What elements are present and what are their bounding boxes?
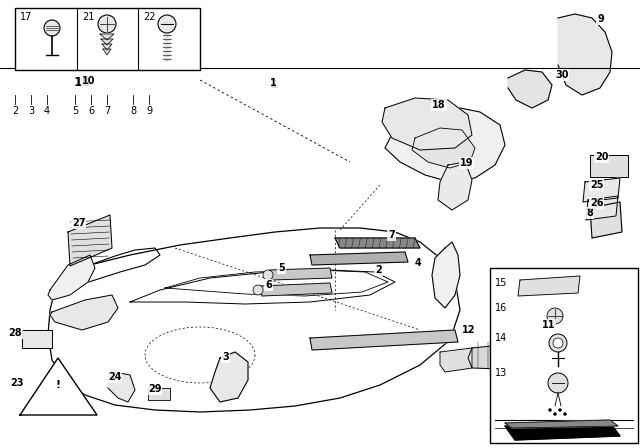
Text: 1: 1 [270,78,276,88]
Text: 25: 25 [590,180,604,190]
Polygon shape [103,49,111,55]
Text: 1: 1 [270,78,279,91]
Polygon shape [108,372,135,402]
Polygon shape [508,70,552,108]
Polygon shape [163,59,171,61]
Bar [22,330,52,348]
Circle shape [158,15,176,33]
Polygon shape [68,215,112,266]
Polygon shape [310,330,458,350]
Polygon shape [20,358,97,415]
Polygon shape [583,178,620,202]
Text: 18: 18 [432,100,445,110]
Circle shape [553,338,563,348]
Polygon shape [558,14,612,95]
Text: 30: 30 [555,70,568,80]
Text: 24: 24 [108,372,122,382]
Polygon shape [310,252,408,265]
Text: 13: 13 [495,368,508,378]
Polygon shape [505,420,618,428]
Circle shape [559,409,561,412]
Text: 15: 15 [495,278,508,288]
Circle shape [548,409,552,412]
Text: 2: 2 [375,265,381,275]
Text: 23: 23 [10,378,24,388]
Text: 21: 21 [82,12,94,22]
Text: 00185913: 00185913 [543,428,585,437]
Polygon shape [102,44,112,50]
Polygon shape [590,202,622,238]
Circle shape [549,334,567,352]
Circle shape [98,15,116,33]
Polygon shape [438,162,472,210]
Circle shape [563,413,566,415]
Bar [590,155,628,177]
Text: 2: 2 [12,106,19,116]
Text: 6: 6 [88,106,94,116]
Polygon shape [505,423,620,440]
Text: 3: 3 [28,106,34,116]
Polygon shape [260,283,332,296]
Text: 27: 27 [72,218,86,228]
Polygon shape [48,255,95,300]
Polygon shape [560,342,582,368]
Polygon shape [163,55,171,57]
Circle shape [554,413,557,415]
Polygon shape [163,51,171,53]
Text: 7: 7 [104,106,110,116]
Bar [490,268,638,443]
Polygon shape [432,242,460,308]
Text: 17: 17 [20,12,33,22]
Text: 14: 14 [495,333,508,343]
Text: 6: 6 [265,280,272,290]
Polygon shape [163,43,171,45]
Text: 22: 22 [143,12,156,22]
Text: 12: 12 [462,325,476,335]
Text: 26: 26 [590,198,604,208]
Polygon shape [101,39,113,45]
Polygon shape [100,34,114,40]
Polygon shape [468,340,560,370]
Text: 29: 29 [148,384,161,394]
Text: 10: 10 [82,76,95,86]
Text: 11: 11 [542,320,556,330]
Text: 20: 20 [595,152,609,162]
Circle shape [44,20,60,36]
Bar [15,8,200,70]
Polygon shape [50,295,118,330]
Text: 28: 28 [8,328,22,338]
Bar [148,388,170,400]
Text: 5: 5 [72,106,78,116]
Text: 4: 4 [415,258,422,268]
Text: 4: 4 [44,106,50,116]
Polygon shape [382,98,472,150]
Circle shape [253,285,263,295]
Polygon shape [163,35,171,37]
Text: 9: 9 [597,14,604,24]
Circle shape [548,373,568,393]
Polygon shape [385,108,505,182]
Text: 8: 8 [130,106,136,116]
Polygon shape [586,196,618,220]
Text: !: ! [56,380,61,390]
Polygon shape [412,128,475,168]
Text: 16: 16 [495,303,508,313]
Circle shape [263,270,273,280]
Polygon shape [270,268,332,280]
Polygon shape [440,348,472,372]
Polygon shape [518,276,580,296]
Text: 19: 19 [460,158,474,168]
Polygon shape [335,238,420,248]
Text: 3: 3 [222,352,228,362]
Text: 9: 9 [146,106,152,116]
Text: 5: 5 [278,263,285,273]
Polygon shape [163,47,171,49]
Circle shape [547,308,563,324]
Polygon shape [210,352,248,402]
Text: 7: 7 [388,230,395,240]
Polygon shape [163,39,171,41]
Text: 10: 10 [73,76,91,89]
Text: 8: 8 [586,208,593,218]
